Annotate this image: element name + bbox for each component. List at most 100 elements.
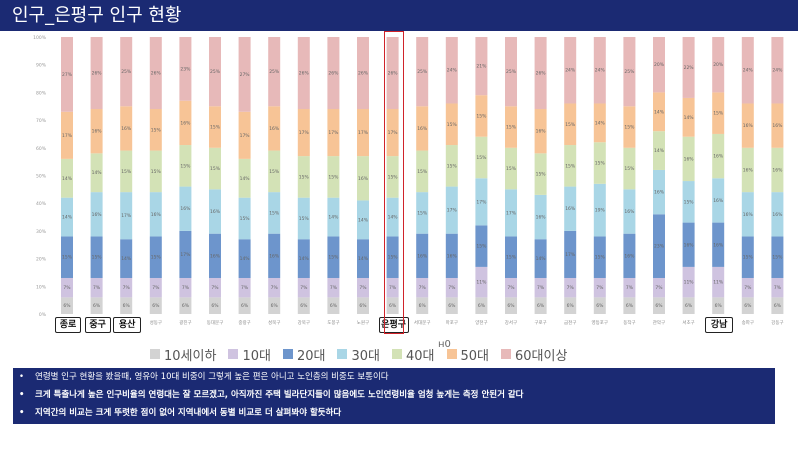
bar-segment	[771, 277, 784, 298]
bar-segment	[682, 181, 695, 223]
data-label: 14%	[62, 176, 73, 182]
data-label: 26%	[92, 71, 103, 77]
bar-segment	[416, 233, 429, 278]
data-label: 26%	[536, 71, 547, 77]
data-label: 7%	[744, 285, 752, 291]
bar-segment	[268, 106, 281, 151]
legend-swatch	[282, 349, 293, 359]
x-tick-label: 관악구	[653, 319, 665, 326]
legend-swatch	[501, 349, 512, 359]
bar-segment	[297, 197, 310, 240]
data-label: 15%	[121, 169, 132, 175]
bar-segment	[475, 95, 488, 137]
bar-segment	[682, 297, 695, 314]
bar-segment	[475, 225, 488, 267]
data-label: 15%	[565, 122, 576, 128]
bar-segment	[534, 297, 547, 314]
bar-segment	[297, 277, 310, 298]
bar-segment	[712, 92, 725, 134]
bar-segment	[61, 111, 73, 159]
data-label: 14%	[121, 256, 132, 262]
data-label: 15%	[151, 127, 162, 133]
y-tick-label: 10%	[36, 284, 47, 290]
bar-segment	[120, 37, 133, 107]
data-label: 16%	[743, 167, 754, 173]
bar-segment	[268, 192, 281, 234]
bar-segment	[534, 277, 547, 298]
legend-item: 40대	[391, 345, 435, 364]
bar-segment	[623, 37, 636, 107]
data-label: 16%	[772, 167, 783, 173]
bar-segment	[712, 37, 725, 93]
bar-segment	[475, 136, 488, 179]
data-label: 15%	[210, 166, 221, 172]
bar-segment	[741, 277, 754, 298]
bar-segment	[357, 200, 369, 240]
data-label: 24%	[565, 68, 576, 74]
data-label: 14%	[536, 256, 547, 262]
data-label: 15%	[447, 122, 458, 128]
data-label: 17%	[358, 130, 369, 136]
data-label: 15%	[476, 113, 487, 119]
bar-segment	[61, 236, 73, 278]
x-tick-label: 중랑구	[238, 319, 250, 326]
data-label: 27%	[240, 72, 251, 78]
bar-segment	[564, 37, 577, 104]
data-label: 7%	[596, 285, 604, 291]
data-label: 24%	[772, 68, 783, 74]
bar-segment	[771, 192, 784, 237]
data-label: 16%	[772, 212, 783, 218]
x-tick-label: 금천구	[564, 319, 576, 326]
bar-segment	[327, 109, 340, 157]
data-label: 16%	[624, 209, 635, 215]
bar-segment	[712, 178, 725, 223]
x-tick-label: 강북구	[298, 319, 310, 326]
data-label: 16%	[180, 120, 191, 126]
bar-segment	[149, 37, 162, 110]
data-label: 14%	[240, 256, 251, 262]
district-label-box: 강남	[705, 317, 734, 333]
y-tick-label: 20%	[36, 257, 47, 263]
notes-panel: • 연령별 인구 현황을 봤을때, 영유아 10대 비중이 그렇게 높은 편은 …	[13, 368, 775, 424]
bar-segment	[505, 37, 517, 107]
bar-segment	[653, 37, 665, 93]
data-label: 16%	[713, 242, 724, 248]
data-label: 17%	[328, 130, 339, 136]
bar-segment	[357, 109, 369, 157]
bar-segment	[386, 236, 399, 278]
legend-label: 10대	[242, 348, 271, 364]
data-label: 16%	[180, 206, 191, 212]
x-tick-label: 동작구	[623, 319, 635, 326]
bar-segment	[682, 222, 695, 267]
data-label: 16%	[536, 215, 547, 221]
bar-segment	[682, 97, 695, 137]
bar-segment	[179, 230, 192, 278]
data-label: 25%	[506, 69, 517, 75]
bar-segment	[505, 106, 517, 148]
legend-label: 40대	[405, 348, 435, 364]
note-text: 크게 특출나게 높은 인구비율의 연령대는 잘 모르겠고, 아직까진 주택 빌라…	[35, 390, 524, 400]
y-tick-label: 60%	[36, 146, 47, 152]
data-label: 7%	[626, 285, 634, 291]
data-label: 15%	[536, 172, 547, 178]
bar-segment	[445, 277, 458, 298]
x-tick-label: 서초구	[682, 319, 694, 326]
legend-item: 60대이상	[501, 345, 567, 364]
data-label: 6%	[419, 303, 427, 309]
bar-segment	[771, 297, 784, 314]
data-label: 19%	[595, 208, 606, 214]
bar-segment	[179, 100, 192, 146]
bar-segment	[297, 109, 310, 157]
x-tick-label: 광진구	[179, 319, 191, 326]
data-label: 15%	[476, 155, 487, 161]
data-label: 16%	[151, 212, 162, 218]
bar-segment	[623, 233, 636, 278]
bar-segment	[712, 266, 725, 298]
bar-segment	[593, 277, 606, 298]
bar-segment	[209, 297, 221, 314]
bar-segment	[623, 106, 636, 148]
data-label: 6%	[596, 303, 604, 309]
data-label: 16%	[269, 253, 280, 259]
bar-segment	[149, 109, 162, 151]
title-bar: 인구_은평구 인구 현황	[0, 0, 798, 31]
